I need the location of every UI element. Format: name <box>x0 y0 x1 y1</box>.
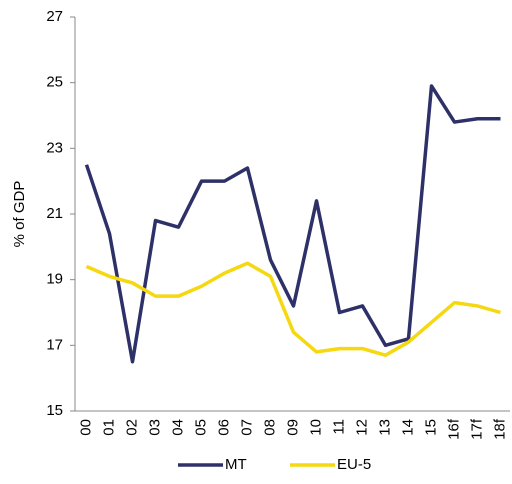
y-axis-label: % of GDP <box>11 181 28 248</box>
y-tick-label: 15 <box>46 402 63 419</box>
x-tick-label: 12 <box>353 419 370 436</box>
y-tick-label: 27 <box>46 8 63 25</box>
x-tick-label: 02 <box>123 419 140 436</box>
y-tick-label: 25 <box>46 74 63 91</box>
x-tick-label: 16f <box>445 418 462 440</box>
y-tick-label: 17 <box>46 336 63 353</box>
x-tick-label: 14 <box>399 419 416 436</box>
x-tick-label: 06 <box>215 419 232 436</box>
legend-label: MT <box>225 456 247 473</box>
x-tick-label: 04 <box>169 419 186 436</box>
legend-label: EU-5 <box>337 456 371 473</box>
series-line <box>84 84 501 364</box>
x-tick-label: 09 <box>284 419 301 436</box>
x-tick-label: 03 <box>146 419 163 436</box>
x-tick-label: 11 <box>330 419 347 435</box>
x-tick-label: 15 <box>422 419 439 436</box>
x-tick-label: 00 <box>77 419 94 436</box>
x-tick-label: 08 <box>261 419 278 436</box>
x-tick-label: 13 <box>376 419 393 436</box>
y-tick-label: 23 <box>46 139 63 156</box>
x-tick-label: 05 <box>192 419 209 436</box>
x-tick-label: 17f <box>468 418 485 440</box>
x-tick-label: 10 <box>307 419 324 436</box>
x-tick-label: 07 <box>238 419 255 436</box>
y-tick-label: 19 <box>46 271 63 288</box>
x-tick-label: 18f <box>491 418 508 440</box>
x-tick-label: 01 <box>100 419 117 436</box>
series-line <box>85 261 501 357</box>
y-tick-label: 21 <box>46 205 63 222</box>
